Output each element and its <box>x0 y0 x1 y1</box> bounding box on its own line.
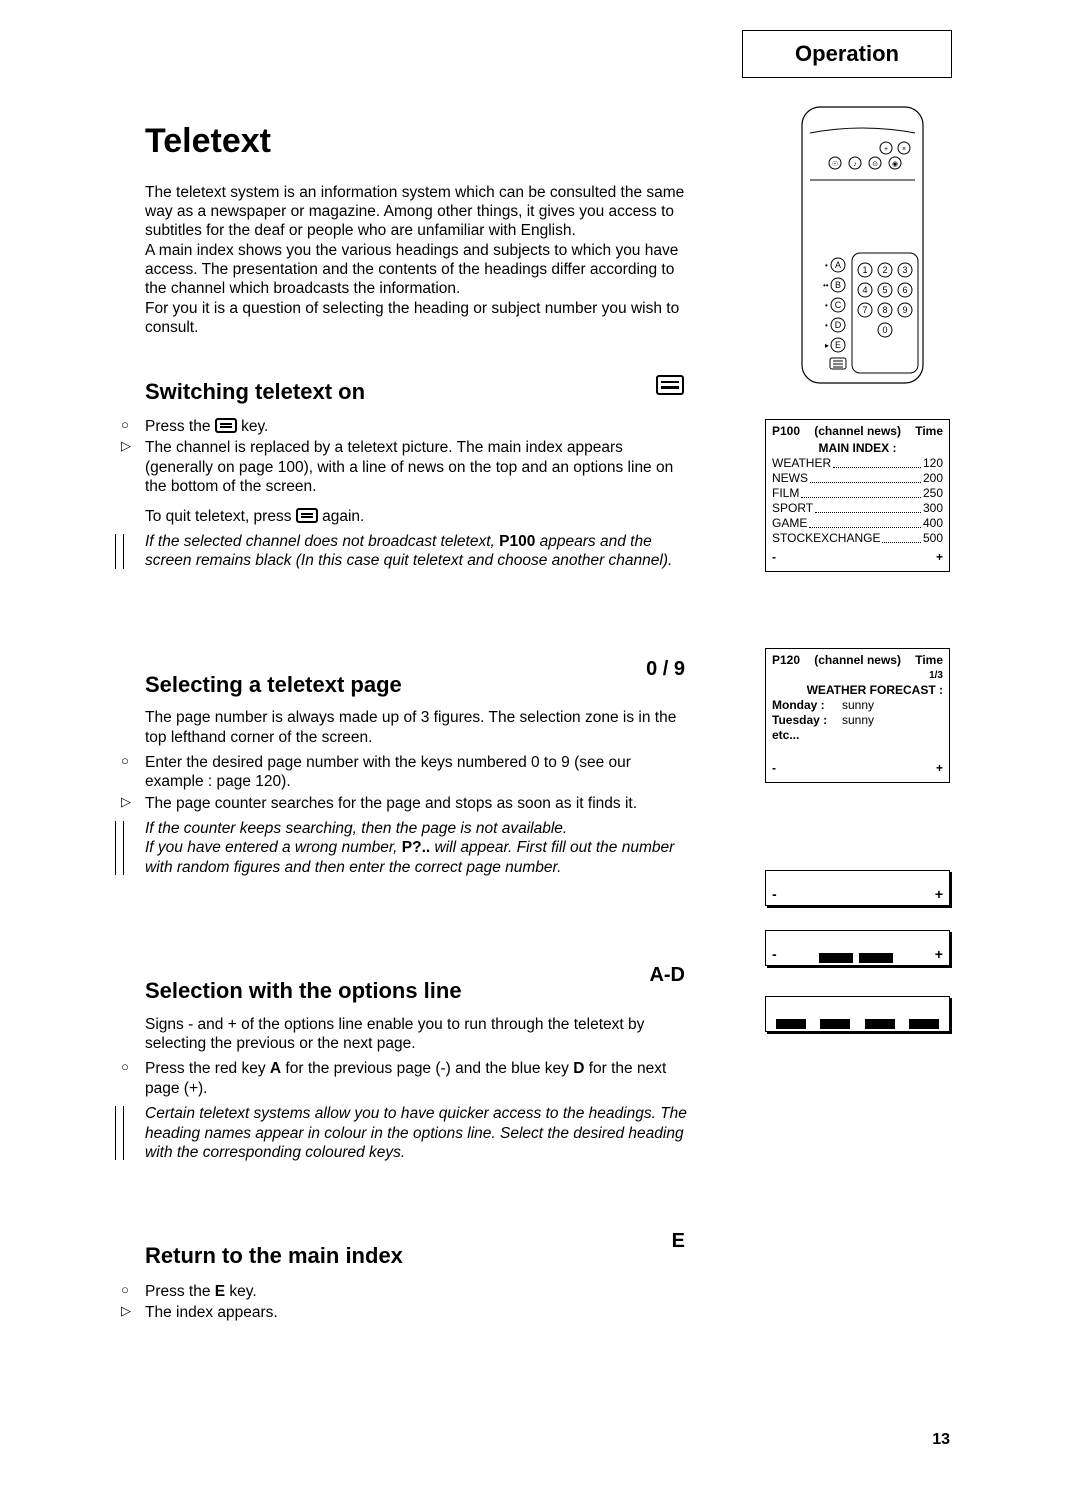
list-item: ▷The index appears. <box>145 1303 690 1322</box>
svg-text:E: E <box>835 340 841 350</box>
svg-text:4: 4 <box>862 285 867 295</box>
svg-text:2: 2 <box>882 265 887 275</box>
list-item: ○ Press the key. <box>145 417 690 436</box>
text: key. <box>237 418 269 435</box>
svg-text:8: 8 <box>882 305 887 315</box>
selecting-page-heading: Selecting a teletext page <box>145 671 402 699</box>
svg-text:••: •• <box>823 281 829 290</box>
list-item: ○ Press the E key. <box>145 1282 690 1301</box>
svg-text:1: 1 <box>862 265 867 275</box>
list-item: ▷ The channel is replaced by a teletext … <box>145 438 690 496</box>
svg-text:C: C <box>835 300 842 310</box>
svg-text:7: 7 <box>862 305 867 315</box>
svg-text:6: 6 <box>902 285 907 295</box>
note: Certain teletext systems allow you to ha… <box>145 1104 690 1162</box>
svg-text:+: + <box>884 146 888 153</box>
remote-illustration: + × ☉ ♪ ⊙ ◉ A• B•• C• D• E▸ 1 2 3 4 5 6 … <box>800 105 925 385</box>
svg-text:☉: ☉ <box>832 160 838 168</box>
svg-text:A: A <box>835 260 841 270</box>
text: The channel is replaced by a teletext pi… <box>145 439 673 495</box>
svg-text:•: • <box>825 301 828 310</box>
svg-text:B: B <box>835 280 841 290</box>
text: Press the <box>145 418 215 435</box>
switching-on-heading: Switching teletext on <box>145 378 365 406</box>
page-section-header: Operation <box>742 30 952 78</box>
text: again. <box>318 508 365 525</box>
svg-text:5: 5 <box>882 285 887 295</box>
key-range-tag: A-D <box>649 963 685 988</box>
list-item: To quit teletext, press again. <box>145 507 690 526</box>
teletext-preview-weather: P120(channel news)Time 1/3 WEATHER FOREC… <box>765 648 950 783</box>
svg-text:×: × <box>902 146 906 153</box>
svg-text:•: • <box>825 261 828 270</box>
svg-text:3: 3 <box>902 265 907 275</box>
svg-text:▸: ▸ <box>825 341 829 350</box>
note: If the selected channel does not broadca… <box>145 532 690 571</box>
svg-text:0: 0 <box>882 325 887 335</box>
return-index-heading: Return to the main index <box>145 1242 403 1270</box>
list-item: ○Enter the desired page number with the … <box>145 753 690 792</box>
teletext-key-icon <box>215 418 237 433</box>
svg-text:⊙: ⊙ <box>872 161 878 168</box>
text: Signs - and + of the options line enable… <box>145 1015 690 1054</box>
svg-text:•: • <box>825 321 828 330</box>
note: If the counter keeps searching, then the… <box>145 819 690 877</box>
key-tag: E <box>672 1229 685 1254</box>
teletext-icon <box>656 375 684 399</box>
options-line-preview: - + <box>765 930 950 966</box>
text: To quit teletext, press <box>145 508 296 525</box>
intro-text: The teletext system is an information sy… <box>145 183 685 338</box>
options-line-preview: -+ <box>765 870 950 906</box>
options-line-heading: Selection with the options line <box>145 977 462 1005</box>
list-item: ▷The page counter searches for the page … <box>145 794 690 813</box>
svg-text:D: D <box>835 320 842 330</box>
svg-text:♪: ♪ <box>853 161 857 168</box>
svg-text:9: 9 <box>902 305 907 315</box>
key-range-tag: 0 / 9 <box>646 657 685 682</box>
teletext-key-icon <box>296 508 318 523</box>
svg-text:◉: ◉ <box>892 161 898 168</box>
options-line-preview <box>765 996 950 1032</box>
text: The page number is always made up of 3 f… <box>145 708 690 747</box>
teletext-preview-main-index: P100(channel news)Time MAIN INDEX : WEAT… <box>765 419 950 572</box>
list-item: ○ Press the red key A for the previous p… <box>145 1059 690 1098</box>
page-number: 13 <box>932 1430 950 1450</box>
